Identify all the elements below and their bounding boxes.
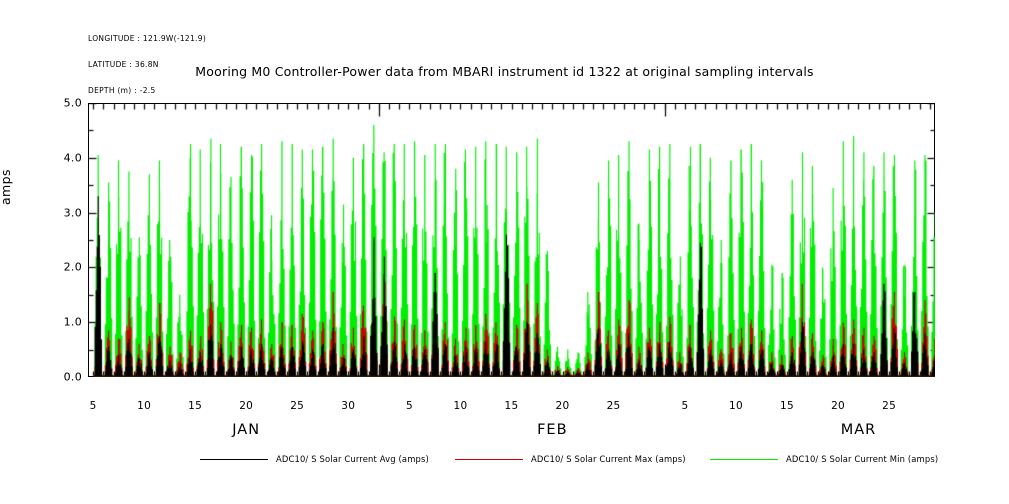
- chart-title: Mooring M0 Controller-Power data from MB…: [195, 64, 814, 79]
- legend-label: ADC10/ S Solar Current Max (amps): [531, 454, 686, 464]
- series-canvas: [88, 103, 935, 377]
- x-axis-tick-labels: 5 10 15 20 25 30 5 10 15 20 25 5 10 15 20 25: [88, 400, 935, 414]
- month-label-jan: JAN: [232, 422, 261, 438]
- metadata-latitude: LATITUDE : 36.8N: [88, 59, 159, 69]
- chart-legend: ADC10/ S Solar Current Avg (amps) ADC10/ …: [0, 450, 1009, 468]
- legend-line-swatch: [200, 458, 268, 460]
- y-axis-label: amps: [0, 169, 13, 205]
- x-tick-label: 25: [290, 400, 305, 412]
- x-tick-label: 20: [831, 400, 846, 412]
- x-tick-label: 5: [89, 400, 97, 412]
- legend-item[interactable]: ADC10/ S Solar Current Min (amps): [710, 450, 938, 468]
- x-tick-label: 20: [239, 400, 254, 412]
- legend-item[interactable]: ADC10/ S Solar Current Avg (amps): [200, 450, 429, 468]
- metadata-depth: DEPTH (m) : -2.5: [88, 85, 156, 95]
- legend-line-swatch: [455, 458, 523, 460]
- month-label-feb: FEB: [537, 422, 568, 438]
- legend-label: ADC10/ S Solar Current Avg (amps): [276, 454, 429, 464]
- x-tick-label: 15: [188, 400, 203, 412]
- x-tick-label: 10: [453, 400, 468, 412]
- y-tick-label: 5.0: [63, 96, 82, 110]
- legend-label: ADC10/ S Solar Current Min (amps): [786, 454, 939, 464]
- legend-item[interactable]: ADC10/ S Solar Current Max (amps): [455, 450, 686, 468]
- y-tick-label: 3.0: [63, 206, 82, 220]
- x-tick-label: 5: [405, 400, 413, 412]
- y-tick-label: 0.0: [63, 370, 82, 384]
- y-tick-label: 4.0: [63, 151, 82, 165]
- legend-line-swatch: [710, 458, 778, 460]
- x-tick-label: 10: [137, 400, 152, 412]
- x-tick-label: 10: [729, 400, 743, 412]
- x-tick-label: 25: [882, 400, 897, 412]
- y-tick-label: 1.0: [63, 315, 82, 329]
- x-tick-label: 30: [341, 400, 356, 412]
- metadata-longitude: LONGITUDE : 121.9W(-121.9): [88, 34, 207, 44]
- x-tick-label: 20: [555, 400, 570, 412]
- plot-area: [88, 103, 935, 377]
- x-tick-label: 15: [780, 400, 794, 412]
- month-label-mar: MAR: [840, 422, 877, 438]
- x-tick-label: 5: [681, 400, 689, 412]
- x-axis-month-labels: JAN FEB MAR: [88, 422, 935, 442]
- y-tick-label: 2.0: [63, 260, 82, 274]
- y-axis-tick-labels: 0.0 1.0 2.0 3.0 4.0 5.0: [40, 97, 82, 384]
- x-tick-label: 15: [504, 400, 519, 412]
- x-tick-label: 25: [606, 400, 621, 412]
